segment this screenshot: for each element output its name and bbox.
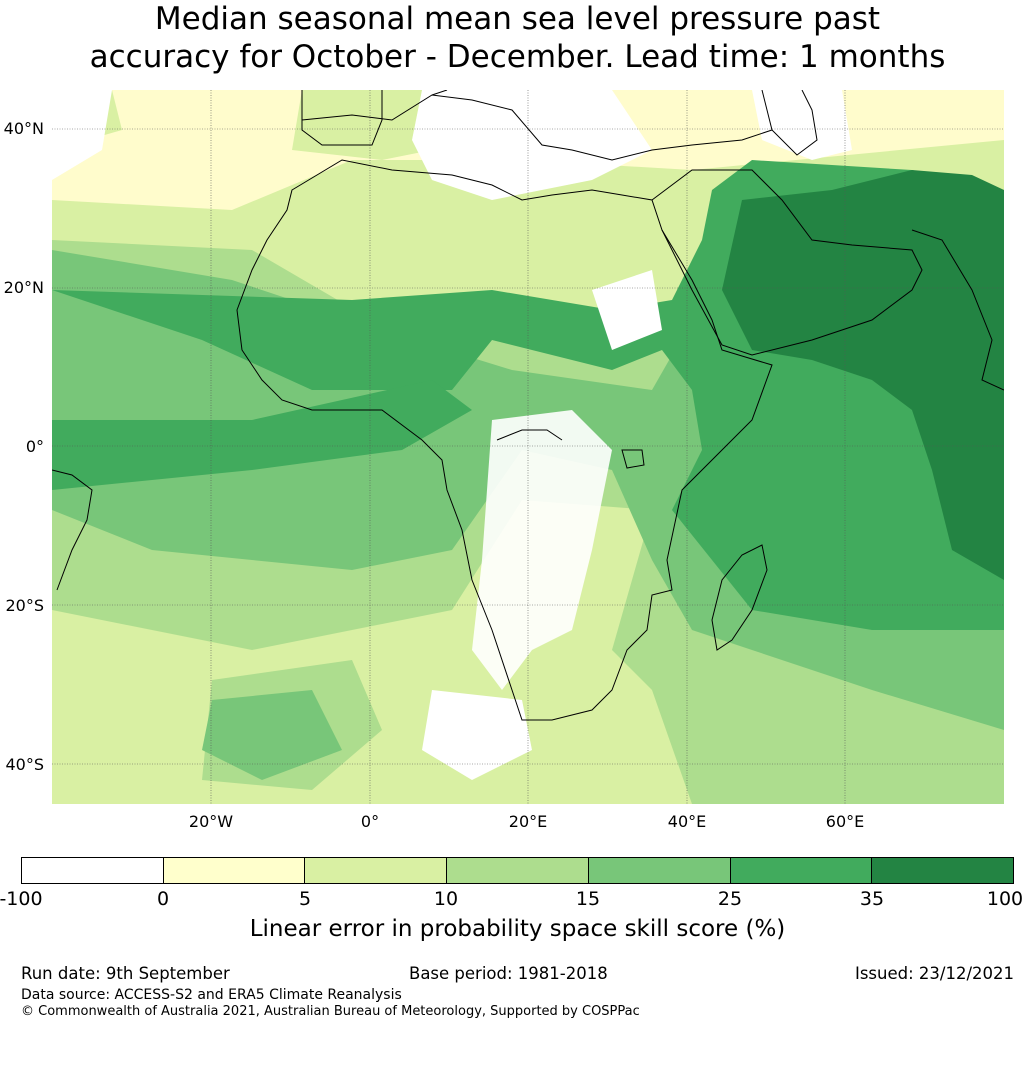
colorbar-segment: [730, 858, 873, 883]
run-date: Run date: 9th September: [21, 964, 230, 983]
colorbar-segment: [163, 858, 306, 883]
skill-regions: [52, 90, 1004, 804]
map-canvas: [52, 90, 1004, 804]
lon-label-60e: 60°E: [825, 812, 865, 831]
copyright-notice: © Commonwealth of Australia 2021, Austra…: [21, 1004, 640, 1019]
colorbar-label: Linear error in probability space skill …: [249, 916, 786, 942]
base-period: Base period: 1981-2018: [409, 964, 608, 983]
colorbar-tick: 10: [433, 888, 459, 910]
coastlines: [52, 90, 1004, 721]
data-source: Data source: ACCESS-S2 and ERA5 Climate …: [21, 987, 402, 1003]
colorbar-tick: 5: [298, 888, 312, 910]
lon-label-20w: 20°W: [188, 812, 234, 831]
colorbar-tick: 100: [986, 888, 1024, 910]
lon-label-40e: 40°E: [667, 812, 707, 831]
colorbar-segment: [22, 858, 164, 883]
colorbar-tick: 35: [859, 888, 885, 910]
colorbar: [21, 857, 1014, 884]
colorbar-segment: [305, 858, 448, 883]
colorbar-tick: 15: [575, 888, 601, 910]
lon-label-0: 0°: [360, 812, 380, 831]
lat-label-40s: 40°S: [5, 755, 44, 774]
colorbar-tick: 0: [156, 888, 170, 910]
colorbar-segment: [588, 858, 731, 883]
lat-label-20n: 20°N: [3, 278, 44, 297]
issued-date: Issued: 23/12/2021: [854, 964, 1014, 983]
lat-label-20s: 20°S: [5, 596, 44, 615]
colorbar-segment: [872, 858, 1014, 883]
title-line-1: Median seasonal mean sea level pressure …: [154, 1, 881, 37]
lat-label-0: 0°: [25, 437, 44, 456]
title-line-2: accuracy for October - December. Lead ti…: [89, 39, 946, 75]
chart-title: Median seasonal mean sea level pressure …: [0, 0, 1035, 76]
lat-label-40n: 40°N: [3, 119, 44, 138]
colorbar-segment: [447, 858, 589, 883]
lon-label-20e: 20°E: [508, 812, 548, 831]
graticule: [52, 90, 1004, 804]
colorbar-tick: -100: [0, 888, 43, 910]
skill-score-map: [52, 90, 1004, 804]
colorbar-tick: 25: [717, 888, 743, 910]
